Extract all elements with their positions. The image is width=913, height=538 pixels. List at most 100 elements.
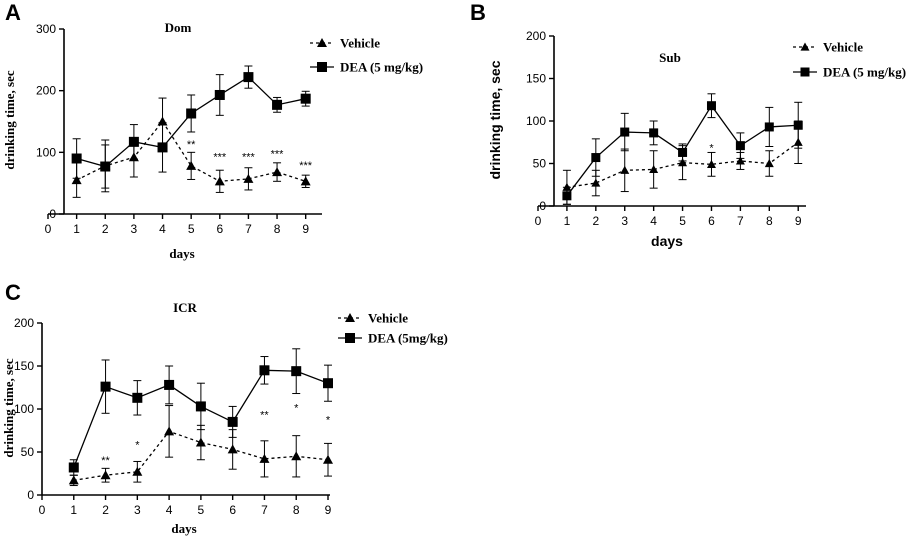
significance-label: * [326, 415, 331, 427]
legend: Vehicle DEA (5mg/kg) [338, 311, 448, 346]
legend-marker-triangle [345, 313, 355, 322]
data-point-triangle [300, 176, 311, 186]
data-point-triangle [195, 437, 206, 447]
significance-label: *** [213, 151, 227, 163]
legend-marker-triangle [317, 38, 327, 47]
x-tick-label: 0 [39, 503, 46, 517]
data-point-triangle [735, 156, 745, 165]
x-axis-label: days [651, 233, 683, 249]
series-dea [71, 65, 311, 189]
chart-title: ICR [173, 300, 197, 315]
y-tick-label: 100 [14, 402, 34, 416]
data-point-square [214, 89, 225, 100]
legend: Vehicle DEA (5 mg/kg) [310, 36, 423, 75]
y-tick-label: 300 [36, 22, 56, 36]
significance-label: ** [101, 455, 110, 467]
panel-letter-b: B [470, 0, 486, 25]
significance-label: ** [187, 139, 196, 151]
significance-label: *** [242, 151, 256, 163]
y-tick-label: 200 [36, 84, 56, 98]
y-tick-label: 100 [526, 114, 546, 128]
x-tick-label: 7 [245, 222, 252, 236]
panel-letter-c: C [5, 280, 21, 305]
chart-title: Sub [659, 50, 681, 65]
x-axis-label: days [171, 521, 196, 536]
data-point-triangle [291, 451, 302, 461]
x-tick-label: 3 [131, 222, 138, 236]
data-point-square [128, 136, 139, 147]
legend: Vehicle DEA (5 mg/kg) [793, 40, 906, 80]
series-vehicle [562, 120, 803, 205]
legend-marker-square [800, 67, 810, 77]
x-tick-label: 4 [159, 222, 166, 236]
x-tick-label: 0 [535, 214, 542, 228]
data-point-square [100, 381, 111, 392]
x-tick-label: 1 [73, 222, 80, 236]
x-tick-label: 0 [45, 222, 52, 236]
data-point-square [272, 99, 283, 110]
data-point-triangle [157, 116, 168, 126]
x-tick-label: 2 [592, 214, 599, 228]
y-tick-label: 50 [533, 157, 547, 171]
data-point-square [132, 392, 143, 403]
significance-label: *** [299, 160, 313, 172]
data-point-triangle [132, 466, 143, 476]
series-dea [562, 93, 803, 205]
data-point-square [300, 93, 311, 104]
x-tick-label: 9 [795, 214, 802, 228]
chart-icr: ICR days drinking time, sec 0 50 100 150 200 0 1 2… [1, 300, 448, 536]
data-point-square [71, 153, 82, 164]
legend-label: Vehicle [340, 36, 380, 51]
data-point-triangle [68, 475, 79, 485]
data-point-triangle [227, 444, 238, 454]
data-point-triangle [764, 159, 774, 168]
x-tick-label: 3 [621, 214, 628, 228]
x-tick-label: 2 [102, 503, 109, 517]
data-point-triangle [214, 176, 225, 186]
panel-letter-a: A [5, 0, 21, 25]
y-axis-label: drinking time, sec [2, 70, 17, 170]
data-point-triangle [243, 173, 254, 183]
legend-marker-square [345, 333, 355, 343]
data-point-square [100, 161, 111, 172]
x-tick-label: 4 [650, 214, 657, 228]
data-point-square [68, 462, 79, 473]
data-point-square [793, 120, 803, 130]
y-axis-label: drinking time, sec [487, 60, 503, 179]
data-point-triangle [259, 453, 270, 463]
y-tick-label: 200 [526, 29, 546, 43]
x-tick-label: 7 [737, 214, 744, 228]
data-point-square [591, 153, 601, 163]
data-point-square [157, 142, 168, 153]
data-point-square [678, 147, 688, 157]
x-tick-label: 9 [302, 222, 309, 236]
y-tick-label: 50 [21, 445, 35, 459]
data-point-triangle [620, 165, 630, 174]
x-tick-label: 3 [134, 503, 141, 517]
data-point-square [562, 191, 572, 201]
legend-marker-triangle [800, 42, 810, 51]
data-point-square [195, 401, 206, 412]
significance-label: * [294, 403, 299, 415]
data-point-square [291, 366, 302, 377]
data-point-square [649, 128, 659, 138]
series-vehicle [68, 405, 333, 487]
significance-label: *** [271, 148, 285, 160]
y-tick-label: 150 [526, 72, 546, 86]
x-tick-label: 8 [766, 214, 773, 228]
x-tick-label: 9 [325, 503, 332, 517]
series-line [73, 430, 329, 482]
data-point-triangle [678, 158, 688, 167]
data-point-triangle [272, 167, 283, 177]
data-point-square [259, 365, 270, 376]
significance-label: * [135, 440, 140, 452]
data-point-square [323, 378, 333, 389]
data-point-square [706, 101, 716, 111]
data-point-square [620, 127, 630, 137]
data-point-square [164, 379, 175, 390]
y-tick-label: 0 [539, 199, 546, 213]
data-point-triangle [323, 454, 333, 464]
y-tick-label: 100 [36, 145, 56, 159]
data-point-triangle [649, 164, 659, 174]
